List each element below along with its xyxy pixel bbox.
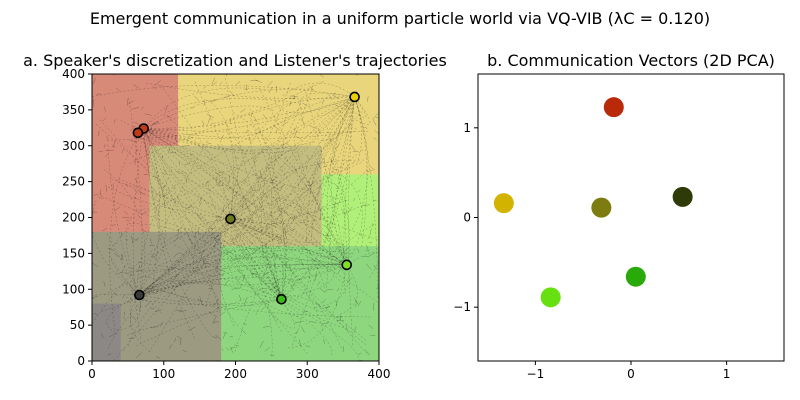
region-green	[221, 246, 379, 361]
x-tick-label: 0	[627, 367, 635, 381]
target-point	[276, 293, 287, 305]
x-tick-label: 400	[368, 367, 391, 381]
panel-a-xaxis: 0 100 200 300 400	[88, 361, 390, 381]
communication-vector-point	[672, 186, 693, 207]
trajectory-bundle	[109, 81, 378, 354]
panel-b-title: b. Communication Vectors (2D PCA)	[487, 51, 775, 70]
x-tick-label: 200	[224, 367, 247, 381]
y-tick-label: 400	[62, 67, 85, 81]
panel-a: a. Speaker's discretization and Listener…	[23, 51, 447, 381]
y-tick-label: 200	[62, 211, 85, 225]
y-tick-label: 1	[463, 121, 471, 135]
y-tick-label: 100	[62, 282, 85, 296]
y-tick-label: 0	[463, 211, 471, 225]
panel-a-yaxis: 0 50 100 150 200 250 300 350 400	[62, 67, 92, 368]
x-tick-label: 1	[723, 367, 731, 381]
figure-suptitle: Emergent communication in a uniform part…	[90, 9, 710, 28]
trajectory-bundle	[95, 78, 375, 358]
trajectory-bundle	[92, 83, 371, 352]
trajectory-bundle	[92, 82, 379, 361]
x-tick-label: 100	[152, 367, 175, 381]
x-tick-label: −1	[527, 367, 545, 381]
target-point	[132, 127, 144, 139]
target-point	[349, 91, 360, 103]
x-tick-label: 0	[88, 367, 96, 381]
target-point	[341, 259, 353, 271]
y-tick-label: −1	[453, 300, 471, 314]
y-tick-label: 0	[77, 354, 85, 368]
y-tick-label: 250	[62, 175, 85, 189]
y-tick-label: 150	[62, 246, 85, 260]
y-tick-label: 300	[62, 139, 85, 153]
panel-b-frame	[477, 73, 785, 362]
target-point	[225, 213, 236, 225]
panel-b-xaxis: −1 0 1	[527, 361, 731, 381]
panel-a-targets	[132, 91, 360, 305]
panel-a-regions	[92, 74, 379, 361]
panel-b: b. Communication Vectors (2D PCA) −1 0 1 −…	[453, 51, 785, 381]
communication-vector-point	[603, 97, 624, 118]
communication-vector-point	[591, 197, 612, 218]
trajectory-bundle	[92, 84, 378, 357]
flow-marks	[92, 74, 379, 361]
x-tick-label: 300	[296, 367, 319, 381]
communication-vector-point	[625, 266, 646, 287]
communication-vector-point	[540, 287, 561, 308]
target-point	[134, 289, 145, 301]
communication-vector-point	[493, 193, 514, 214]
y-tick-label: 50	[70, 318, 85, 332]
panel-a-title: a. Speaker's discretization and Listener…	[23, 51, 447, 70]
panel-b-yaxis: −1 0 1	[453, 121, 478, 314]
panel-b-points	[493, 97, 693, 308]
y-tick-label: 350	[62, 103, 85, 117]
region-dark_gray	[92, 303, 121, 361]
